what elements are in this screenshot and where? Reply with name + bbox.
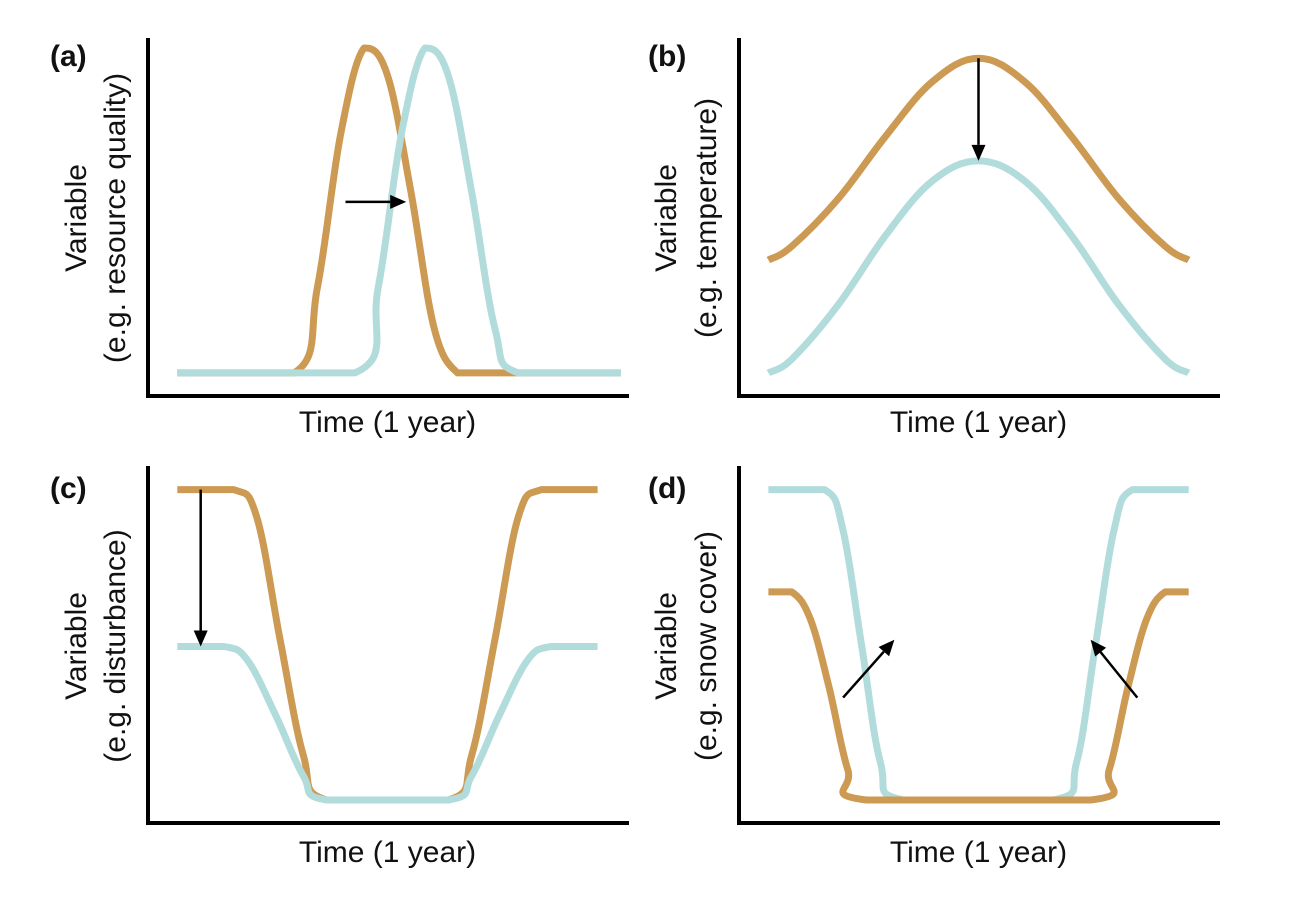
panel-label: (c) <box>50 472 87 505</box>
panel-label: (a) <box>50 40 87 73</box>
x-axis-title: Time (1 year) <box>299 406 476 439</box>
annotation-arrow-head-1 <box>878 639 895 657</box>
annotation-arrow-head-1 <box>390 194 407 209</box>
chart-panel-a: (a) Time (1 year) Variable (e.g. resource q… <box>50 38 629 439</box>
annotation-arrow-shaft-2 <box>1099 651 1139 699</box>
panel-label: (b) <box>648 40 686 73</box>
y-axis-title-line-2: (e.g. snow cover) <box>690 531 723 761</box>
x-axis-title: Time (1 year) <box>299 836 476 869</box>
y-axis-title-line-2: (e.g. resource quality) <box>99 73 132 363</box>
annotation-arrow-head-1 <box>971 144 986 161</box>
series-line-1 <box>177 486 598 804</box>
y-axis-title-line-1: Variable <box>650 592 683 700</box>
annotation-arrow-head-2 <box>1090 639 1107 657</box>
chart-panel-c: (c) Time (1 year) Variable (e.g. disturbanc… <box>50 466 629 869</box>
series-line-2 <box>177 44 621 377</box>
axis-lines <box>737 466 1220 825</box>
x-axis-title: Time (1 year) <box>890 406 1067 439</box>
chart-panel-d: (d) Time (1 year) Variable (e.g. snow cover… <box>648 466 1220 869</box>
chart-panel-b: (b) Time (1 year) Variable (e.g. temperatur… <box>648 38 1220 439</box>
panel-label: (d) <box>648 472 686 505</box>
y-axis-title-line-1: Variable <box>650 164 683 272</box>
annotation-arrow-head-1 <box>193 630 208 647</box>
axis-lines <box>146 38 629 398</box>
axis-lines <box>146 466 629 825</box>
series-line-2 <box>177 643 598 804</box>
series-line-2 <box>768 588 1189 804</box>
y-axis-title-line-2: (e.g. temperature) <box>690 98 723 338</box>
axis-lines <box>737 38 1220 398</box>
x-axis-title: Time (1 year) <box>890 836 1067 869</box>
annotation-arrow-shaft-1 <box>842 650 885 699</box>
y-axis-title-line-1: Variable <box>60 164 93 272</box>
y-axis-title-line-2: (e.g. disturbance) <box>99 529 132 762</box>
series-line-1 <box>768 486 1189 804</box>
y-axis-title-line-1: Variable <box>60 592 93 700</box>
series-line-1 <box>177 44 621 377</box>
series-line-2 <box>766 157 1191 377</box>
